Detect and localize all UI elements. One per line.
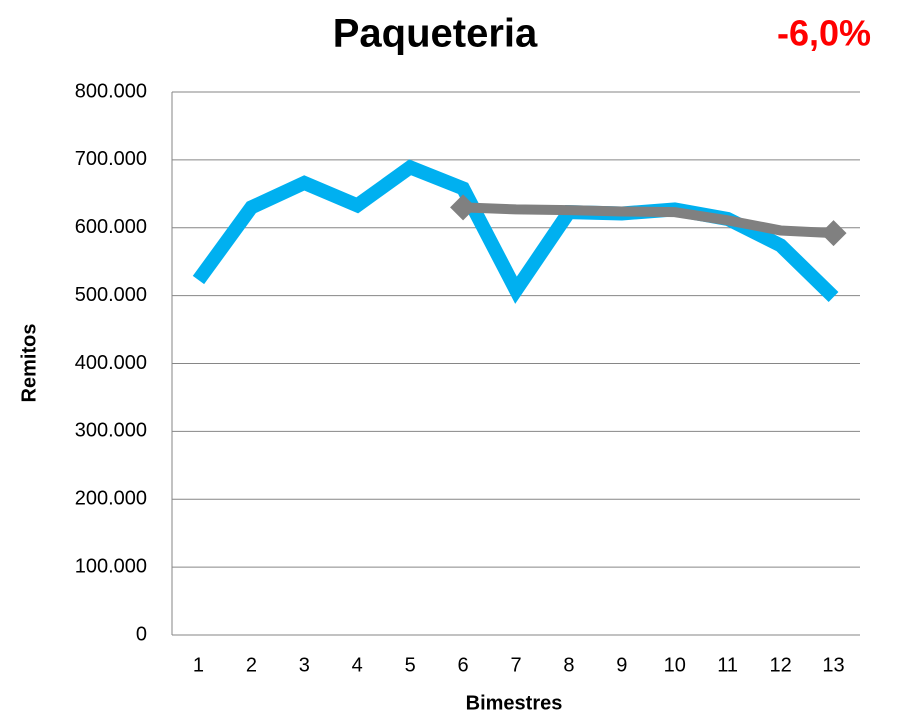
x-tick-label: 4 <box>352 654 363 676</box>
y-tick-label: 700.000 <box>75 148 147 170</box>
y-tick-label: 100.000 <box>75 555 147 577</box>
x-tick-label: 3 <box>299 654 310 676</box>
y-tick-label: 500.000 <box>75 284 147 306</box>
x-tick-label: 5 <box>405 654 416 676</box>
y-tick-label: 600.000 <box>75 216 147 238</box>
y-tick-label: 200.000 <box>75 488 147 510</box>
annotation: -6,0% <box>777 13 871 54</box>
y-axis-label: Remitos <box>18 324 40 403</box>
x-tick-label: 1 <box>193 654 204 676</box>
x-tick-label: 11 <box>717 654 738 676</box>
y-tick-label: 0 <box>136 623 147 645</box>
marker <box>820 220 847 247</box>
x-tick-label: 9 <box>616 654 627 676</box>
x-tick-label: 6 <box>458 654 469 676</box>
series-line <box>192 159 839 304</box>
y-tick-label: 300.000 <box>75 420 147 442</box>
x-tick-label: 12 <box>769 654 791 676</box>
chart-title: Paqueteria <box>333 12 538 56</box>
x-tick-label: 7 <box>510 654 521 676</box>
marker <box>450 194 477 221</box>
x-tick-label: 13 <box>822 654 844 676</box>
x-axis-label: Bimestres <box>466 692 563 714</box>
series-line <box>462 202 834 239</box>
y-tick-label: 800.000 <box>75 80 147 102</box>
y-tick-label: 400.000 <box>75 352 147 374</box>
x-tick-label: 2 <box>246 654 257 676</box>
x-tick-label: 8 <box>563 654 574 676</box>
x-tick-label: 10 <box>664 654 686 676</box>
